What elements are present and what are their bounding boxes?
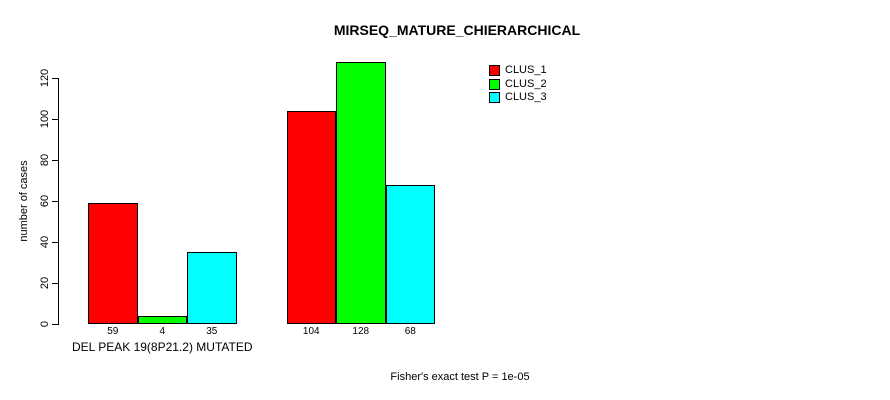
y-axis-tick-label: 20 bbox=[39, 276, 51, 290]
y-axis-tick-label: 120 bbox=[39, 68, 51, 88]
y-axis-tick bbox=[52, 242, 58, 243]
legend-swatch bbox=[489, 78, 500, 90]
bar-clus_1 bbox=[286, 111, 336, 324]
bar-clus_3 bbox=[187, 252, 237, 324]
legend-label: CLUS_3 bbox=[505, 91, 547, 103]
y-axis-line bbox=[58, 78, 59, 325]
y-axis-tick bbox=[52, 201, 58, 202]
y-axis-tick-label: 100 bbox=[39, 109, 51, 129]
y-axis-tick-label: 0 bbox=[39, 320, 51, 328]
bar-value-label: 59 bbox=[107, 326, 119, 337]
legend-swatch bbox=[489, 65, 500, 76]
pvalue-annotation: Fisher's exact test P = 1e-05 bbox=[390, 371, 530, 383]
y-axis-tick bbox=[52, 324, 58, 325]
legend-item: CLUS_2 bbox=[489, 77, 547, 90]
y-axis-tick-label: 80 bbox=[39, 153, 51, 167]
y-axis-tick-label: 60 bbox=[39, 194, 51, 208]
y-axis-label: number of cases bbox=[18, 160, 30, 242]
legend: CLUS_1 CLUS_2 CLUS_3 bbox=[489, 65, 547, 106]
chart-title: MIRSEQ_MATURE_CHIERARCHICAL bbox=[333, 22, 581, 38]
group-label: DEL PEAK 19(8P21.2) MUTATED bbox=[71, 340, 253, 354]
bar-value-label: 128 bbox=[352, 326, 370, 337]
bar-value-label: 104 bbox=[302, 326, 320, 337]
y-axis-tick bbox=[52, 160, 58, 161]
bar-clus_1 bbox=[88, 203, 138, 324]
y-axis-tick-label: 40 bbox=[39, 235, 51, 249]
legend-item: CLUS_3 bbox=[489, 92, 547, 103]
legend-label: CLUS_2 bbox=[505, 77, 547, 90]
y-axis-tick bbox=[52, 283, 58, 284]
legend-label: CLUS_1 bbox=[505, 64, 547, 76]
bar-value-label: 68 bbox=[404, 326, 416, 337]
legend-swatch bbox=[489, 92, 500, 103]
bar-clus_2 bbox=[336, 62, 386, 324]
bar-value-label: 35 bbox=[206, 326, 218, 337]
bar-clus_2 bbox=[137, 316, 187, 324]
legend-item: CLUS_1 bbox=[489, 65, 547, 76]
y-axis-tick bbox=[52, 78, 58, 79]
bar-clus_3 bbox=[385, 185, 435, 324]
y-axis-tick bbox=[52, 119, 58, 120]
bar-value-label: 4 bbox=[159, 326, 166, 337]
